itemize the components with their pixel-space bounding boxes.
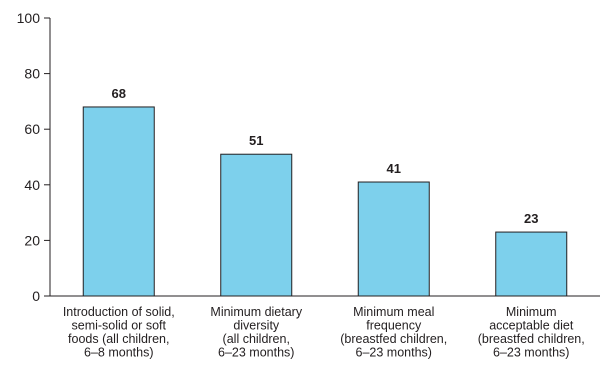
bar bbox=[357, 181, 430, 297]
category-label-line: frequency bbox=[366, 319, 422, 333]
category-label-line: acceptable diet bbox=[489, 319, 574, 333]
y-tick-label: 0 bbox=[32, 288, 40, 304]
category-label-line: Minimum dietary bbox=[210, 305, 302, 319]
data-label: 41 bbox=[387, 161, 401, 176]
y-tick-label: 100 bbox=[17, 10, 41, 26]
bars bbox=[82, 106, 568, 297]
category-label: Introduction of solid, semi-solid or soft… bbox=[63, 305, 175, 360]
category-label-line: Introduction of solid, bbox=[63, 305, 175, 319]
category-label: Minimum meal frequency (breastfed children… bbox=[340, 305, 447, 360]
category-label-line: (breastfed children, bbox=[478, 332, 585, 346]
y-tick-label: 20 bbox=[24, 232, 40, 248]
y-tick-label: 60 bbox=[24, 121, 40, 137]
category-label-line: 6–8 months) bbox=[84, 346, 153, 360]
category-label-line: diversity bbox=[233, 319, 280, 333]
y-tick-label: 80 bbox=[24, 66, 40, 82]
bar bbox=[220, 153, 293, 297]
bar bbox=[495, 231, 568, 297]
data-label: 51 bbox=[249, 133, 263, 148]
category-label-line: 6–23 months) bbox=[493, 346, 569, 360]
category-label-line: Minimum meal bbox=[353, 305, 434, 319]
category-label-line: Minimum bbox=[506, 305, 557, 319]
data-label: 23 bbox=[524, 211, 538, 226]
category-label-line: (breastfed children, bbox=[340, 332, 447, 346]
category-label-line: 6–23 months) bbox=[218, 346, 294, 360]
labels: 68 Introduction of solid, semi-solid or so… bbox=[63, 86, 585, 360]
category-label-line: (all children, bbox=[223, 332, 290, 346]
data-label: 68 bbox=[112, 86, 126, 101]
y-tick-label: 40 bbox=[24, 177, 40, 193]
category-label-line: 6–23 months) bbox=[356, 346, 432, 360]
category-label-line: semi-solid or soft bbox=[72, 319, 167, 333]
bar bbox=[82, 106, 155, 297]
category-label: Minimum acceptable diet (breastfed childre… bbox=[478, 305, 585, 360]
category-label: Minimum dietary diversity (all children, 6–… bbox=[210, 305, 302, 360]
category-label-line: foods (all children, bbox=[68, 332, 169, 346]
